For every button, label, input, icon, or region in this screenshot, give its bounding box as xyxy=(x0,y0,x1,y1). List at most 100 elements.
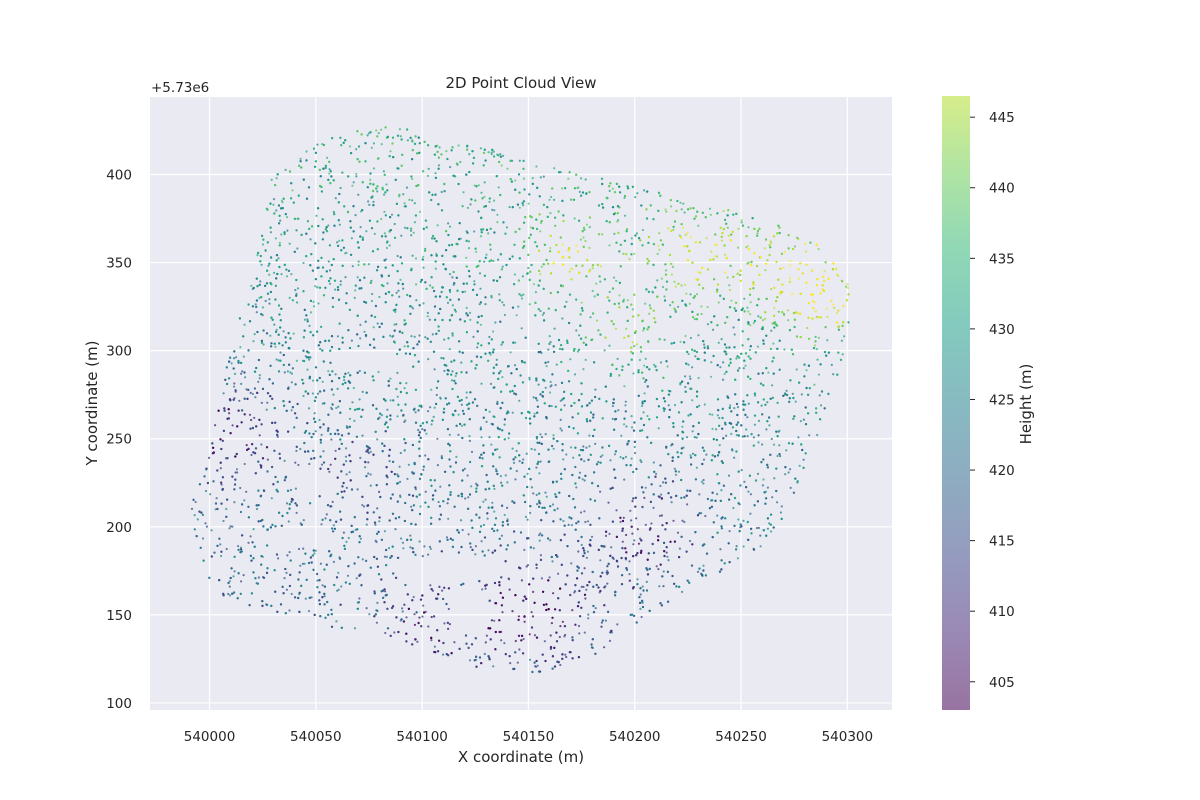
point xyxy=(514,341,517,344)
point xyxy=(446,502,449,505)
point xyxy=(672,519,675,522)
point xyxy=(804,250,808,253)
point xyxy=(306,368,309,371)
point xyxy=(334,197,337,200)
point xyxy=(573,217,576,220)
point xyxy=(518,399,521,402)
point xyxy=(766,401,769,404)
point xyxy=(428,318,431,321)
point xyxy=(485,253,488,256)
point xyxy=(635,343,638,346)
point xyxy=(583,631,586,634)
point xyxy=(686,503,689,506)
point xyxy=(817,373,821,376)
point xyxy=(587,617,590,620)
point xyxy=(770,437,773,441)
point xyxy=(681,226,685,229)
point xyxy=(511,447,514,450)
point xyxy=(585,588,588,591)
point xyxy=(753,423,757,426)
point xyxy=(439,485,442,488)
point xyxy=(622,252,625,255)
point xyxy=(532,547,535,550)
point xyxy=(494,321,497,324)
point xyxy=(359,537,362,540)
point xyxy=(314,549,317,552)
point xyxy=(550,195,553,199)
point xyxy=(489,248,492,251)
point xyxy=(327,224,330,227)
point xyxy=(335,406,338,410)
point xyxy=(358,369,361,373)
point xyxy=(326,156,329,159)
point xyxy=(460,361,463,364)
point xyxy=(438,146,441,149)
point xyxy=(448,433,451,436)
point xyxy=(359,226,362,229)
point xyxy=(386,408,389,411)
point xyxy=(258,374,261,377)
point xyxy=(424,247,427,250)
point xyxy=(332,524,335,527)
point xyxy=(779,511,783,514)
point xyxy=(401,610,404,613)
point xyxy=(424,454,427,457)
point xyxy=(344,455,348,458)
point xyxy=(522,458,525,461)
point xyxy=(430,388,433,391)
point xyxy=(533,634,537,637)
point xyxy=(460,424,464,427)
point xyxy=(290,273,293,276)
point xyxy=(393,631,396,634)
point xyxy=(294,461,297,464)
point xyxy=(233,501,236,504)
point xyxy=(556,507,559,510)
point xyxy=(644,523,647,527)
point xyxy=(399,278,402,281)
point xyxy=(514,478,517,481)
point xyxy=(328,269,332,272)
point xyxy=(443,369,446,373)
point xyxy=(367,472,370,475)
point xyxy=(583,479,586,482)
point xyxy=(615,279,618,282)
point xyxy=(497,186,500,189)
point xyxy=(511,411,514,414)
point xyxy=(235,356,238,359)
point xyxy=(528,658,532,661)
point xyxy=(698,493,701,496)
point xyxy=(295,359,298,362)
point xyxy=(756,345,760,348)
point xyxy=(702,478,705,482)
point xyxy=(651,290,654,293)
point xyxy=(530,226,533,229)
point xyxy=(311,392,314,395)
point xyxy=(733,456,736,459)
point xyxy=(685,292,688,295)
point xyxy=(327,370,330,373)
point xyxy=(699,271,702,274)
point xyxy=(749,313,752,316)
point xyxy=(765,428,768,431)
point xyxy=(776,501,779,504)
point xyxy=(424,336,427,339)
point xyxy=(433,406,436,409)
point xyxy=(700,312,703,316)
point xyxy=(531,177,534,180)
point xyxy=(562,519,565,523)
point xyxy=(636,578,639,581)
point xyxy=(782,266,785,269)
point xyxy=(514,639,517,643)
point xyxy=(606,569,609,572)
point xyxy=(800,393,803,396)
point xyxy=(545,365,548,368)
point xyxy=(560,429,563,432)
point xyxy=(492,665,495,668)
point xyxy=(316,286,319,289)
point xyxy=(313,412,316,415)
point xyxy=(277,359,280,362)
point xyxy=(768,522,771,525)
point xyxy=(805,369,808,372)
point xyxy=(784,473,787,476)
point xyxy=(394,310,397,313)
